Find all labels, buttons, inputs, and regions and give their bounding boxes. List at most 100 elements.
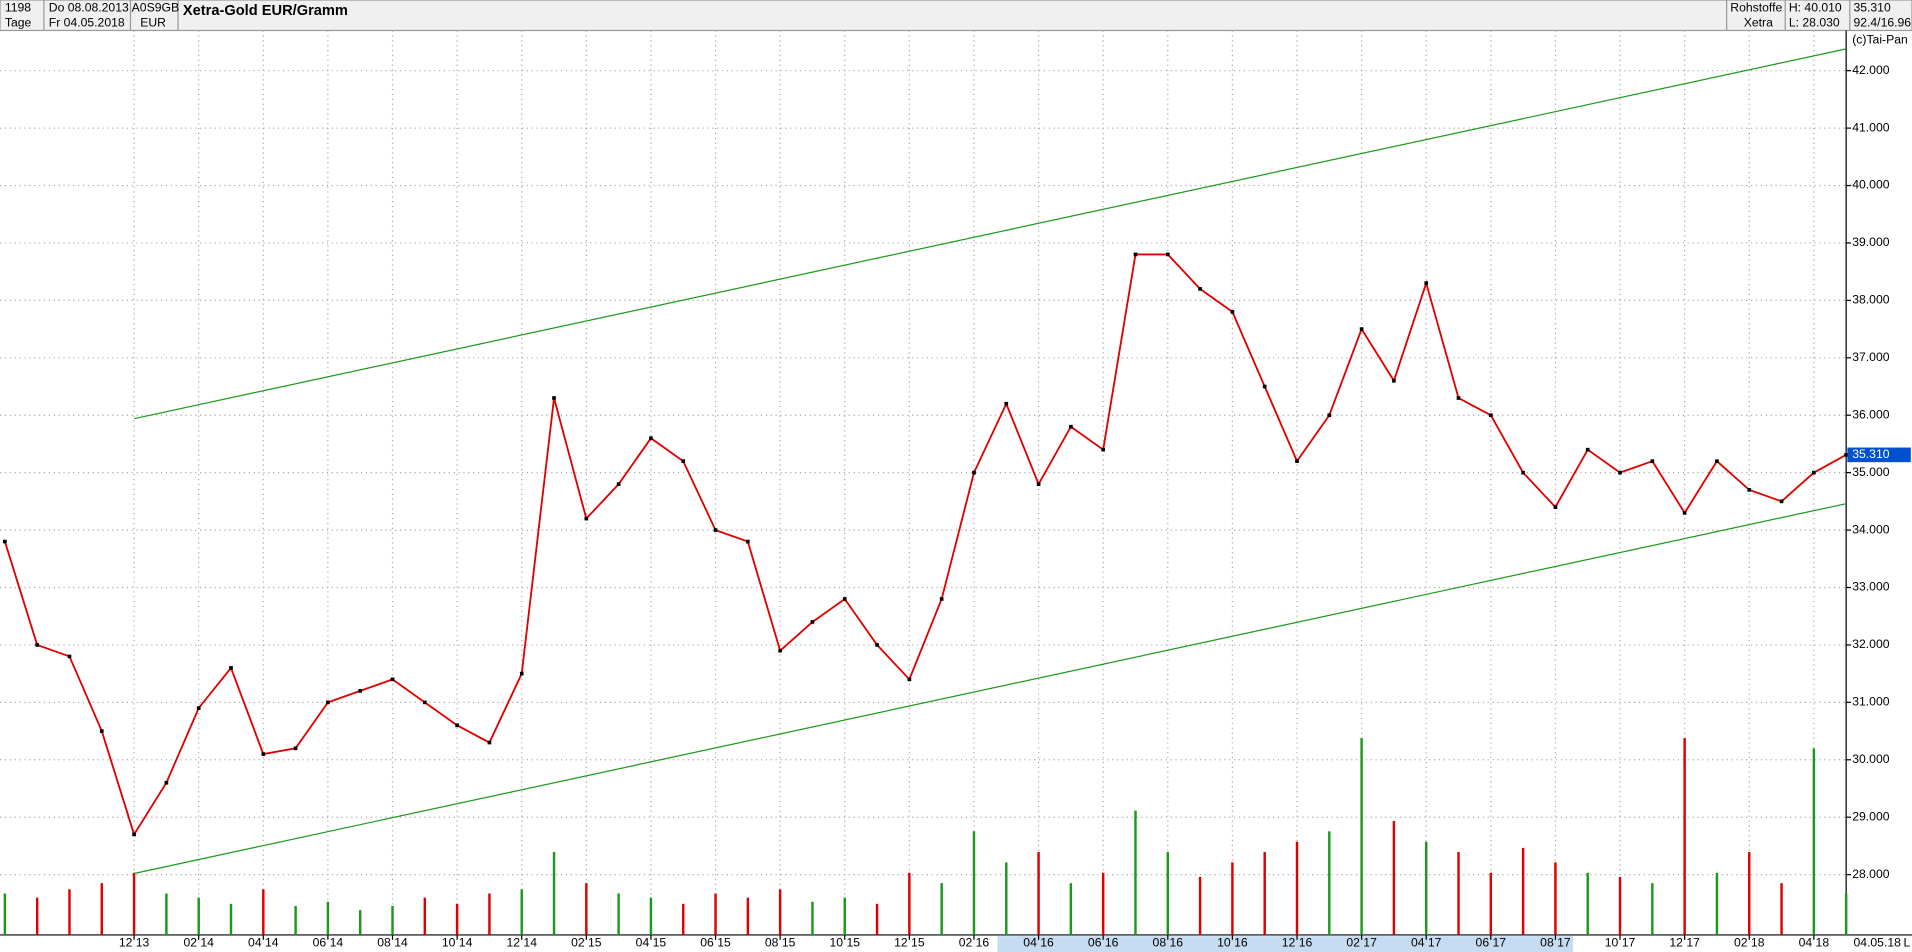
price-point <box>1521 470 1525 475</box>
copyright: (c)Tai-Pan <box>1852 32 1908 46</box>
price-point <box>1747 488 1752 492</box>
volume-bar <box>520 889 523 935</box>
volume-bar <box>1166 852 1170 935</box>
volume-bar <box>1134 810 1137 935</box>
price-point <box>229 666 233 670</box>
volume-bar <box>908 872 911 935</box>
price-point <box>519 671 524 676</box>
price-point <box>1004 401 1009 406</box>
scale-mode[interactable]: L <box>1903 936 1910 950</box>
price-point <box>3 539 7 544</box>
x-tick-label: 04 16 <box>1023 936 1054 950</box>
y-tick-label: 42.000 <box>1852 63 1890 77</box>
volume-bar <box>1812 748 1816 935</box>
price-point <box>1036 482 1041 486</box>
volume-bar <box>488 893 491 935</box>
volume-bar <box>682 903 685 935</box>
price-point <box>1424 281 1429 285</box>
volume-bar <box>1037 852 1040 935</box>
x-tick-label: 08 15 <box>765 936 796 950</box>
price-point <box>1165 252 1170 257</box>
price-point <box>972 470 976 475</box>
price-point <box>552 396 556 400</box>
volume-bar <box>1392 820 1396 935</box>
isin: A0S9GB <box>132 1 179 15</box>
volume-bar <box>1748 852 1751 935</box>
price-point <box>422 700 427 705</box>
price-point <box>907 677 912 682</box>
price-point <box>1069 424 1073 429</box>
x-tick-label: 10 17 <box>1605 936 1636 950</box>
volume-bar <box>165 893 168 935</box>
volume-bar <box>875 903 879 935</box>
price-point <box>1295 459 1299 463</box>
volume-bar <box>1489 872 1493 935</box>
price-point <box>875 643 879 647</box>
price-point <box>1456 396 1461 400</box>
price-point <box>326 700 330 705</box>
end-label: 04.05.18 <box>1853 936 1901 950</box>
price-point <box>1230 310 1235 314</box>
volume-bar <box>1651 883 1654 935</box>
volume-bar <box>455 903 459 935</box>
exchange: Xetra <box>1744 15 1773 29</box>
x-tick-label: 04 15 <box>636 936 667 950</box>
volume-bar <box>1618 876 1622 935</box>
volume-bar <box>552 852 556 935</box>
x-tick-label: 04 18 <box>1799 936 1830 950</box>
volume-bar <box>1554 862 1557 935</box>
price-point <box>616 482 621 486</box>
volume-bar <box>1101 872 1105 935</box>
x-tick-label: 04 17 <box>1411 936 1442 950</box>
volume-bar <box>1780 883 1783 935</box>
y-tick-label: 31.000 <box>1852 695 1890 709</box>
price-point <box>358 689 363 693</box>
price-point <box>1715 459 1719 463</box>
volume-bar <box>262 889 265 935</box>
last: 35.310 <box>1853 1 1891 15</box>
price-point <box>1618 470 1622 475</box>
x-tick-label: 02 16 <box>959 936 990 950</box>
volume-bar <box>585 883 588 935</box>
volume-bar <box>714 893 717 935</box>
volume-bar <box>778 889 782 935</box>
volume-bar <box>811 901 814 935</box>
price-point <box>681 459 686 463</box>
ratio: 92.4/16.96 <box>1853 15 1911 29</box>
price-point <box>1553 505 1558 509</box>
y-tick-label: 40.000 <box>1852 178 1890 192</box>
price-point <box>713 528 718 532</box>
x-tick-label: 04 14 <box>248 936 279 950</box>
volume-bar <box>229 903 233 935</box>
volume-bar <box>1683 738 1686 935</box>
price-point <box>1133 252 1138 257</box>
volume-bar <box>1263 852 1266 935</box>
volume-bar <box>972 831 976 935</box>
y-tick-label: 39.000 <box>1852 235 1890 249</box>
period[interactable]: Tage <box>5 15 32 29</box>
volume-bar <box>423 897 427 935</box>
currency: EUR <box>140 15 166 29</box>
x-tick-label: 02 14 <box>183 936 214 950</box>
price-point <box>99 729 104 733</box>
count[interactable]: 1198 <box>5 1 31 15</box>
volume-bar <box>1198 876 1202 935</box>
volume-bar <box>132 872 136 935</box>
volume-bar <box>1328 831 1331 935</box>
y-tick-label: 38.000 <box>1852 293 1890 307</box>
volume-bar <box>391 905 394 935</box>
y-tick-label: 35.000 <box>1852 465 1890 479</box>
last-value-box <box>1847 447 1911 463</box>
volume-bar <box>1005 862 1008 935</box>
start-date: Do 08.08.2013 <box>49 1 129 15</box>
volume-bar <box>617 893 620 935</box>
price-point <box>842 597 847 601</box>
last-value-label: 35.310 <box>1852 447 1890 461</box>
y-tick-label: 30.000 <box>1852 752 1890 766</box>
x-tick-label: 12 14 <box>506 936 537 950</box>
x-tick-label: 02 18 <box>1734 936 1765 950</box>
volume-bar <box>68 889 71 935</box>
x-tick-label: 10 14 <box>442 936 473 950</box>
